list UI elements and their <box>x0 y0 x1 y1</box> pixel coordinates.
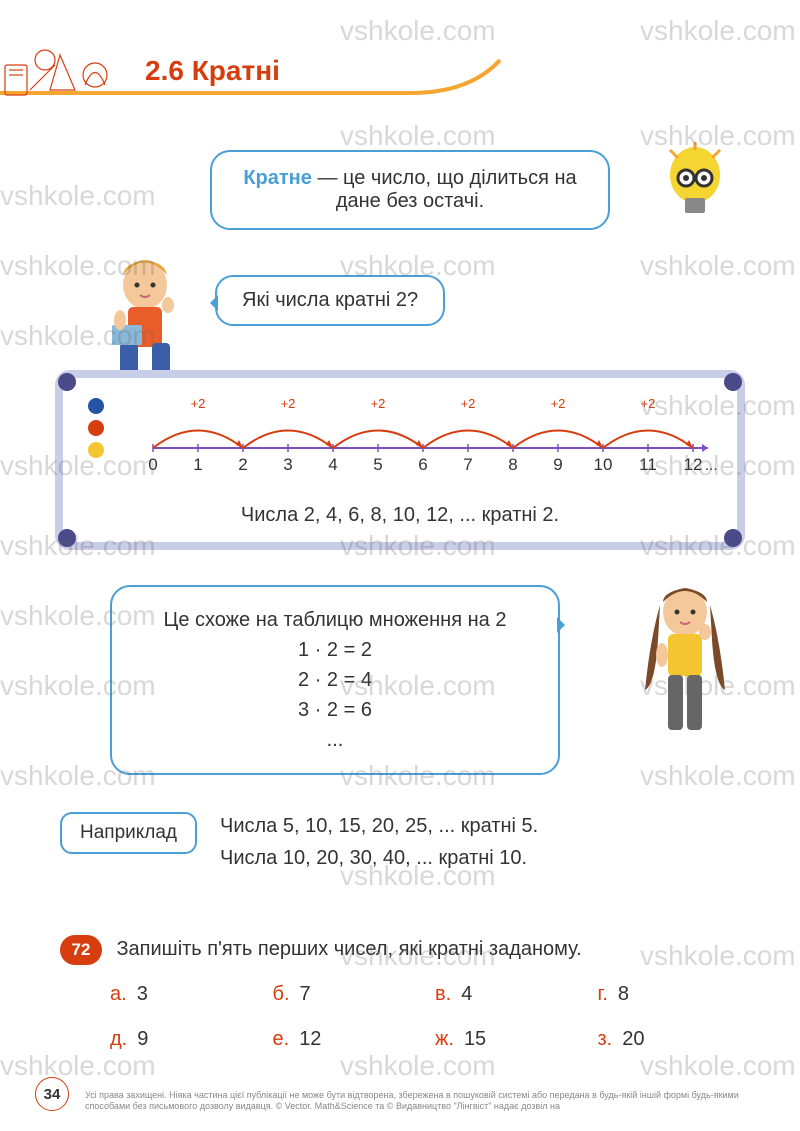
exercise-item: в. 4 <box>435 983 598 1006</box>
watermark: vshkole.com <box>0 180 156 212</box>
number-line-diagram: 0123456789101112+2+2+2+2+2+2... <box>138 393 718 483</box>
svg-text:+2: +2 <box>551 396 566 411</box>
dot-icon <box>88 420 104 436</box>
girl-text-line1: Це схоже на таблицю множення на 2 <box>132 605 538 635</box>
girl-speech-bubble: Це схоже на таблицю множення на 2 1 · 2 … <box>110 585 560 775</box>
whiteboard: 0123456789101112+2+2+2+2+2+2... Числа 2,… <box>55 370 745 550</box>
watermark: vshkole.com <box>640 250 796 282</box>
svg-text:+2: +2 <box>191 396 206 411</box>
item-label: г. <box>598 983 608 1005</box>
svg-text:9: 9 <box>553 455 562 474</box>
example-label: Наприклад <box>60 812 197 854</box>
dot-icon <box>88 398 104 414</box>
item-label: в. <box>435 983 451 1005</box>
example-line2: Числа 10, 20, 30, 40, ... кратні 10. <box>220 842 538 874</box>
exercise-item: д. 9 <box>110 1028 273 1051</box>
svg-text:3: 3 <box>283 455 292 474</box>
girl-character-icon <box>630 580 740 780</box>
definition-text: — це число, що ділиться на дане без оста… <box>312 167 577 212</box>
example-text: Числа 5, 10, 15, 20, 25, ... кратні 5. Ч… <box>220 810 538 874</box>
watermark: vshkole.com <box>0 1050 156 1082</box>
board-corner-icon <box>58 529 76 547</box>
item-value: 9 <box>137 1028 148 1050</box>
exercise-item: г. 8 <box>598 983 761 1006</box>
exercise-block: 72 Запишіть п'ять перших чисел, які крат… <box>60 935 760 1051</box>
exercise-item: е. 12 <box>273 1028 436 1051</box>
exercise-item: а. 3 <box>110 983 273 1006</box>
svg-text:0: 0 <box>148 455 157 474</box>
svg-text:+2: +2 <box>641 396 656 411</box>
item-value: 7 <box>300 983 311 1005</box>
exercise-item: з. 20 <box>598 1028 761 1051</box>
svg-text:+2: +2 <box>371 396 386 411</box>
svg-text:7: 7 <box>463 455 472 474</box>
svg-text:+2: +2 <box>461 396 476 411</box>
section-number: 2.6 <box>145 55 184 86</box>
exercise-items: а. 3 б. 7 в. 4 г. 8 д. 9 е. 12 ж. 15 з. 20 <box>110 983 760 1051</box>
svg-text:11: 11 <box>639 455 657 474</box>
svg-text:6: 6 <box>418 455 427 474</box>
board-caption: Числа 2, 4, 6, 8, 10, 12, ... кратні 2. <box>63 504 737 527</box>
svg-text:5: 5 <box>373 455 382 474</box>
exercise-prompt: Запишіть п'ять перших чисел, які кратні … <box>116 938 581 960</box>
exercise-number: 72 <box>60 935 102 965</box>
item-value: 8 <box>618 983 629 1005</box>
girl-eq3: 3 · 2 = 6 <box>132 695 538 725</box>
definition-bubble: Кратне — це число, що ділиться на дане б… <box>210 150 610 230</box>
item-value: 12 <box>299 1028 321 1050</box>
footer-text: Усі права захищені. Ніяка частина цієї п… <box>85 1090 745 1113</box>
exercise-item: ж. 15 <box>435 1028 598 1051</box>
svg-text:12: 12 <box>684 455 703 474</box>
svg-text:4: 4 <box>328 455 337 474</box>
section-name: Кратні <box>192 55 280 86</box>
example-line1: Числа 5, 10, 15, 20, 25, ... кратні 5. <box>220 810 538 842</box>
board-corner-icon <box>724 373 742 391</box>
definition-term: Кратне <box>243 167 312 189</box>
board-corner-icon <box>58 373 76 391</box>
exercise-item: б. 7 <box>273 983 436 1006</box>
item-value: 3 <box>137 983 148 1005</box>
watermark: vshkole.com <box>640 15 796 47</box>
page-number: 34 <box>35 1077 69 1111</box>
item-label: д. <box>110 1028 127 1050</box>
item-label: е. <box>273 1028 290 1050</box>
svg-text:+2: +2 <box>281 396 296 411</box>
watermark: vshkole.com <box>340 15 496 47</box>
item-value: 4 <box>461 983 472 1005</box>
board-dots <box>88 398 104 464</box>
board-corner-icon <box>724 529 742 547</box>
svg-text:...: ... <box>705 457 718 474</box>
watermark: vshkole.com <box>340 1050 496 1082</box>
dot-icon <box>88 442 104 458</box>
lightbulb-icon <box>660 140 730 230</box>
item-label: з. <box>598 1028 613 1050</box>
girl-eq1: 1 · 2 = 2 <box>132 635 538 665</box>
boy-question-text: Які числа кратні 2? <box>242 289 418 311</box>
girl-dots: ... <box>132 725 538 755</box>
header-arc <box>0 45 800 105</box>
svg-text:1: 1 <box>193 455 202 474</box>
item-value: 15 <box>464 1028 486 1050</box>
item-label: б. <box>273 983 290 1005</box>
section-title: 2.6 Кратні <box>145 55 280 87</box>
svg-text:2: 2 <box>238 455 247 474</box>
watermark: vshkole.com <box>640 1050 796 1082</box>
svg-text:8: 8 <box>508 455 517 474</box>
item-label: ж. <box>435 1028 454 1050</box>
girl-eq2: 2 · 2 = 4 <box>132 665 538 695</box>
header-decoration-icon <box>0 40 120 100</box>
item-value: 20 <box>622 1028 644 1050</box>
svg-text:10: 10 <box>594 455 613 474</box>
boy-speech-bubble: Які числа кратні 2? <box>215 275 445 326</box>
watermark: vshkole.com <box>340 120 496 152</box>
item-label: а. <box>110 983 127 1005</box>
